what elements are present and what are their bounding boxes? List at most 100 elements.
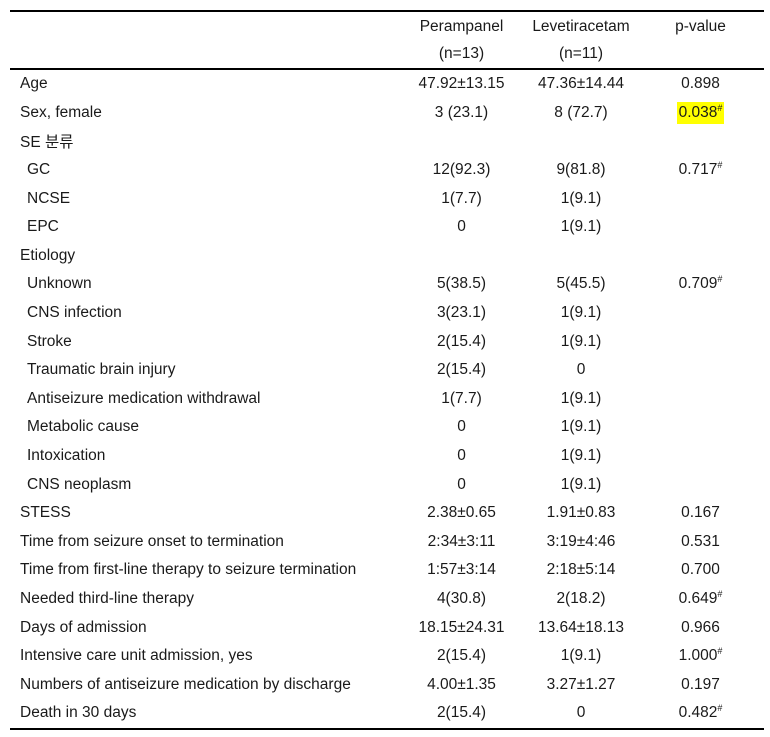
header-row: Perampanel (n=13) Levetiracetam (n=11) p… <box>10 10 764 70</box>
table-row: STESS 2.38±0.65 1.91±0.83 0.167 <box>10 499 764 528</box>
table-row: Intensive care unit admission, yes 2(15.4… <box>10 642 764 671</box>
row-label: NCSE <box>27 189 71 207</box>
levetiracetam-value: 5(45.5) <box>556 275 606 293</box>
column-label-perampanel: Perampanel <box>419 18 504 35</box>
row-label: Needed third-line therapy <box>20 589 195 607</box>
p-value-cell: 0.197 <box>637 670 764 699</box>
p-value-text: 1.000# <box>678 646 723 665</box>
p-value-cell: 0.717# <box>637 156 764 185</box>
table-row: Stroke 2(15.4) 1(9.1) <box>10 327 764 356</box>
p-value-highlighted: 0.038# <box>676 101 725 124</box>
perampanel-value: 2(15.4) <box>436 647 487 665</box>
perampanel-value: 1(7.7) <box>441 389 482 407</box>
footnote-marker: # <box>717 588 723 599</box>
perampanel-value: 4.00±1.35 <box>427 675 496 693</box>
levetiracetam-value: 1(9.1) <box>560 189 602 207</box>
row-label: Antiseizure medication withdrawal <box>27 389 261 407</box>
levetiracetam-value: 3:19±4:46 <box>546 532 616 550</box>
column-sublabel-perampanel: (n=13) <box>438 45 485 62</box>
p-value-cell <box>637 184 764 213</box>
p-value-cell: 1.000# <box>637 642 764 671</box>
footnote-marker: # <box>717 274 723 285</box>
levetiracetam-value: 1(9.1) <box>560 389 602 407</box>
levetiracetam-value: 1(9.1) <box>560 447 602 465</box>
comparison-table-container: Perampanel (n=13) Levetiracetam (n=11) p… <box>10 10 764 730</box>
p-value-cell: 0.531 <box>637 528 764 557</box>
p-value-cell: 0.038# <box>637 99 764 128</box>
table-row: Time from first-line therapy to seizure … <box>10 556 764 585</box>
table-row: Numbers of antiseizure medication by dis… <box>10 670 764 699</box>
perampanel-value: 2(15.4) <box>436 332 487 350</box>
levetiracetam-value: 47.36±14.44 <box>537 75 625 93</box>
perampanel-value: 0 <box>457 447 466 465</box>
perampanel-value: 0 <box>457 418 466 436</box>
table-row: SE 분류 <box>10 127 764 156</box>
levetiracetam-value: 3.27±1.27 <box>546 675 616 693</box>
perampanel-value: 0 <box>457 475 466 493</box>
p-value-cell: 0.649# <box>637 585 764 614</box>
p-value-cell <box>637 327 764 356</box>
levetiracetam-value <box>525 127 637 156</box>
p-value-cell: 0.167 <box>637 499 764 528</box>
p-value-cell <box>637 356 764 385</box>
perampanel-value: 0 <box>457 218 466 236</box>
row-label: GC <box>27 161 51 179</box>
footnote-marker: # <box>717 159 723 170</box>
p-value-cell <box>637 442 764 471</box>
p-value-text: 0.197 <box>681 675 720 693</box>
levetiracetam-value: 1(9.1) <box>560 647 602 665</box>
row-label: Etiology <box>20 246 76 264</box>
table-row: Sex, female 3 (23.1) 8 (72.7) 0.038# <box>10 99 764 128</box>
row-label: SE 분류 <box>20 134 74 152</box>
footnote-marker: # <box>717 703 723 714</box>
p-value-text: 0.717# <box>678 159 723 179</box>
header-cell-perampanel: Perampanel (n=13) <box>398 10 525 70</box>
table-row: Age 47.92±13.15 47.36±14.44 0.898 <box>10 69 764 99</box>
p-value-cell: 0.482# <box>637 699 764 730</box>
levetiracetam-value: 0 <box>525 699 637 730</box>
levetiracetam-value: 1(9.1) <box>560 418 602 436</box>
levetiracetam-value: 1(9.1) <box>560 304 602 322</box>
perampanel-value <box>398 127 525 156</box>
row-label: Intensive care unit admission, yes <box>20 647 253 665</box>
levetiracetam-value: 9(81.8) <box>556 161 606 179</box>
table-body: Age 47.92±13.15 47.36±14.44 0.898 Sex, femal… <box>10 69 764 730</box>
p-value-text: 0.482# <box>678 703 723 722</box>
table-row: NCSE 1(7.7) 1(9.1) <box>10 184 764 213</box>
footnote-marker: # <box>717 102 723 113</box>
row-label: Metabolic cause <box>27 418 140 436</box>
row-label: Numbers of antiseizure medication by dis… <box>20 675 351 693</box>
perampanel-value: 47.92±13.15 <box>418 75 505 93</box>
perampanel-value: 2:34±3:11 <box>427 532 496 550</box>
levetiracetam-value: 1.91±0.83 <box>546 504 616 522</box>
p-value-cell <box>637 213 764 242</box>
row-label: Stroke <box>27 332 72 350</box>
perampanel-value: 2(15.4) <box>398 699 525 730</box>
table-row: Antiseizure medication withdrawal 1(7.7) 1… <box>10 385 764 414</box>
table-row: Time from seizure onset to termination 2:… <box>10 528 764 557</box>
row-label: CNS infection <box>27 304 122 322</box>
p-value-cell <box>637 413 764 442</box>
perampanel-value: 2.38±0.65 <box>427 504 496 522</box>
header-cell-pvalue: p-value <box>637 10 764 70</box>
levetiracetam-value: 0 <box>576 361 586 379</box>
perampanel-value: 4(30.8) <box>436 589 487 607</box>
p-value-text: 0.167 <box>681 504 720 522</box>
table-header: Perampanel (n=13) Levetiracetam (n=11) p… <box>10 10 764 70</box>
levetiracetam-value: 1(9.1) <box>560 218 602 236</box>
levetiracetam-value: 1(9.1) <box>560 475 602 493</box>
row-label: Intoxication <box>27 447 106 465</box>
levetiracetam-value: 1(9.1) <box>560 332 602 350</box>
column-label-levetiracetam: Levetiracetam <box>532 18 630 35</box>
perampanel-value: 18.15±24.31 <box>418 618 505 636</box>
table-row: Metabolic cause 0 1(9.1) <box>10 413 764 442</box>
perampanel-value <box>398 242 525 271</box>
row-label: Death in 30 days <box>10 699 398 730</box>
p-value-cell <box>637 385 764 414</box>
p-value-cell: 0.966 <box>637 613 764 642</box>
p-value-cell <box>637 470 764 499</box>
row-label: Traumatic brain injury <box>27 361 176 379</box>
table-row: Death in 30 days 2(15.4) 0 0.482# <box>10 699 764 730</box>
row-label: Sex, female <box>20 103 102 121</box>
table-row: CNS infection 3(23.1) 1(9.1) <box>10 299 764 328</box>
